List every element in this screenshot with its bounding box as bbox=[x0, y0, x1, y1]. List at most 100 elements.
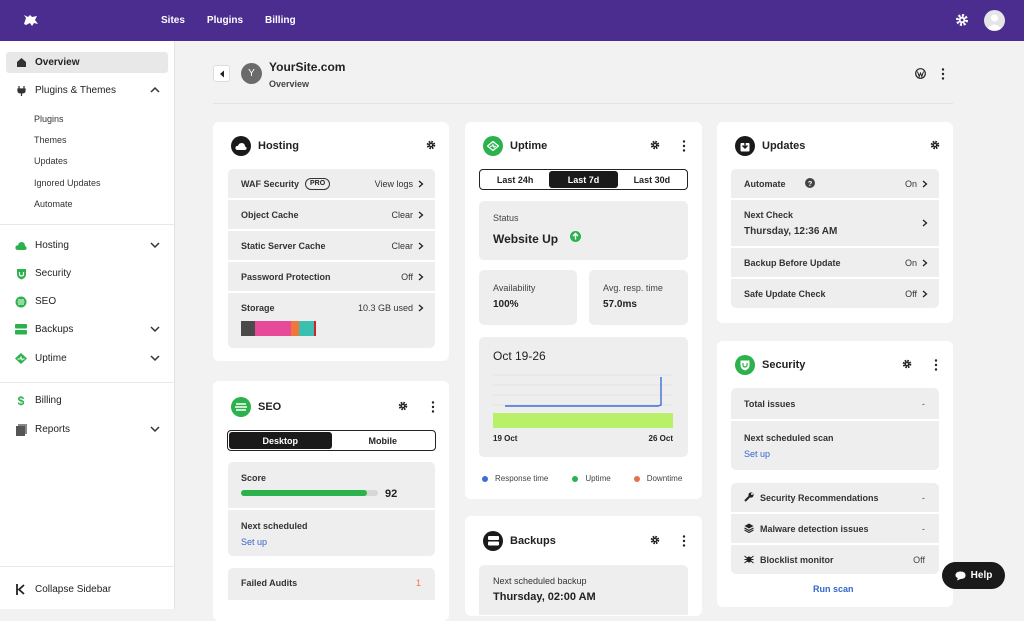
hosting-row-password[interactable]: Password Protection Off bbox=[228, 262, 435, 291]
help-question-icon[interactable]: ? bbox=[805, 178, 815, 188]
wrench-icon bbox=[744, 492, 754, 502]
page-title: YourSite.com bbox=[269, 60, 346, 74]
sidebar-item-label: Plugins & Themes bbox=[35, 85, 116, 96]
chevron-down-icon[interactable] bbox=[150, 240, 160, 250]
logo-icon[interactable] bbox=[22, 12, 40, 28]
more-options-icon[interactable] bbox=[682, 535, 686, 547]
row-label: Automate bbox=[744, 179, 786, 189]
malware-detection-row[interactable]: Malware detection issues - bbox=[731, 514, 939, 543]
sidebar-subitem-automate[interactable]: Automate bbox=[34, 199, 73, 209]
sidebar-item-billing[interactable]: $ Billing bbox=[6, 390, 168, 411]
sidebar-item-reports[interactable]: Reports bbox=[6, 419, 168, 440]
security-total-issues-row: Total issues - bbox=[731, 388, 939, 419]
chevron-right-icon bbox=[922, 219, 928, 227]
sidebar-item-uptime[interactable]: Uptime bbox=[6, 348, 168, 369]
more-options-icon[interactable] bbox=[682, 140, 686, 152]
gear-icon[interactable] bbox=[398, 401, 408, 411]
bug-icon bbox=[744, 555, 754, 564]
row-label: Score bbox=[241, 473, 267, 483]
layers-icon bbox=[744, 523, 754, 533]
help-button[interactable]: Help bbox=[942, 562, 1005, 589]
status-label: Status bbox=[493, 213, 519, 223]
row-label: WAF Security bbox=[241, 179, 300, 189]
updates-card: Updates Automate ? On Next Check Thursda… bbox=[717, 122, 953, 323]
hosting-card: Hosting WAF Security PRO View logs Objec… bbox=[213, 122, 449, 361]
storage-segment bbox=[299, 321, 314, 336]
updates-row-safe-update-check[interactable]: Safe Update Check Off bbox=[731, 279, 939, 308]
chevron-right-icon bbox=[418, 273, 424, 281]
sidebar-subitem-updates[interactable]: Updates bbox=[34, 156, 68, 166]
sidebar-subitem-ignored-updates[interactable]: Ignored Updates bbox=[34, 178, 101, 188]
updates-row-next-check[interactable]: Next Check Thursday, 12:36 AM bbox=[731, 200, 939, 246]
chevron-right-icon bbox=[418, 242, 424, 250]
gear-icon[interactable] bbox=[930, 140, 940, 150]
row-value[interactable]: Clear bbox=[391, 241, 413, 251]
gear-icon[interactable] bbox=[650, 535, 660, 545]
row-label: Password Protection bbox=[241, 272, 331, 282]
tab-mobile[interactable]: Mobile bbox=[368, 435, 398, 446]
tab-last-24h[interactable]: Last 24h bbox=[496, 174, 534, 185]
seo-failed-audits-row[interactable]: Failed Audits 1 bbox=[228, 568, 435, 600]
sidebar-item-label: Security bbox=[35, 268, 72, 279]
chart-title: Oct 19-26 bbox=[493, 349, 546, 363]
sidebar-item-backups[interactable]: Backups bbox=[6, 319, 168, 340]
sidebar-subitem-themes[interactable]: Themes bbox=[34, 135, 67, 145]
card-title: Backups bbox=[510, 535, 556, 547]
tab-last-7d[interactable]: Last 7d bbox=[549, 171, 618, 188]
row-value[interactable]: Off bbox=[401, 272, 413, 282]
legend-uptime: Uptime bbox=[585, 474, 611, 483]
back-button[interactable] bbox=[213, 65, 230, 82]
sidebar-item-overview[interactable]: Overview bbox=[6, 52, 168, 73]
row-value[interactable]: Clear bbox=[391, 210, 413, 220]
security-recommendations-row[interactable]: Security Recommendations - bbox=[731, 483, 939, 512]
run-scan-button[interactable]: Run scan bbox=[813, 584, 854, 594]
sidebar-item-seo[interactable]: SEO bbox=[6, 291, 168, 312]
wordpress-icon[interactable] bbox=[915, 68, 926, 79]
gear-icon[interactable] bbox=[650, 140, 660, 150]
sidebar-item-security[interactable]: Security bbox=[6, 263, 168, 284]
row-value[interactable]: View logs bbox=[374, 179, 413, 189]
gear-icon[interactable] bbox=[902, 359, 912, 369]
chevron-up-icon[interactable] bbox=[150, 85, 160, 95]
chevron-down-icon[interactable] bbox=[150, 353, 160, 363]
blocklist-monitor-row[interactable]: Blocklist monitor Off bbox=[731, 545, 939, 574]
hosting-row-waf[interactable]: WAF Security PRO View logs bbox=[228, 169, 435, 198]
hosting-row-object-cache[interactable]: Object Cache Clear bbox=[228, 200, 435, 229]
tab-desktop[interactable]: Desktop bbox=[229, 432, 332, 449]
nav-sites[interactable]: Sites bbox=[161, 15, 185, 26]
chart-legend: Response time Uptime Downtime bbox=[482, 474, 682, 483]
sidebar-item-hosting[interactable]: Hosting bbox=[6, 235, 168, 256]
setup-link[interactable]: Set up bbox=[744, 449, 771, 459]
sidebar-item-label: Uptime bbox=[35, 353, 67, 364]
more-options-icon[interactable] bbox=[934, 359, 938, 371]
hosting-row-storage[interactable]: Storage 10.3 GB used bbox=[228, 293, 435, 348]
cloud-icon bbox=[15, 240, 27, 252]
failed-audits-count: 1 bbox=[415, 578, 421, 588]
nav-billing[interactable]: Billing bbox=[265, 15, 296, 26]
user-avatar[interactable] bbox=[984, 10, 1005, 31]
security-card: Security Total issues - Next scheduled s… bbox=[717, 341, 953, 607]
chevron-down-icon[interactable] bbox=[150, 324, 160, 334]
more-options-icon[interactable] bbox=[431, 401, 435, 413]
hosting-row-static-cache[interactable]: Static Server Cache Clear bbox=[228, 231, 435, 260]
tab-last-30d[interactable]: Last 30d bbox=[633, 174, 671, 185]
collapse-sidebar-button[interactable]: Collapse Sidebar bbox=[6, 579, 168, 600]
nav-plugins[interactable]: Plugins bbox=[206, 15, 244, 26]
gear-icon[interactable] bbox=[426, 140, 436, 150]
sidebar-subitem-plugins[interactable]: Plugins bbox=[34, 114, 64, 124]
row-value: 10.3 GB used bbox=[357, 303, 413, 313]
reports-icon bbox=[15, 423, 27, 436]
updates-row-automate[interactable]: Automate ? On bbox=[731, 169, 939, 198]
sidebar-item-plugins-themes[interactable]: Plugins & Themes bbox=[6, 80, 168, 101]
row-label: Next scheduled bbox=[241, 521, 308, 531]
settings-gear-icon[interactable] bbox=[955, 13, 969, 27]
legend-dot bbox=[572, 475, 579, 482]
updates-row-backup-before-update[interactable]: Backup Before Update On bbox=[731, 248, 939, 277]
chevron-down-icon[interactable] bbox=[150, 424, 160, 434]
legend-downtime: Downtime bbox=[646, 474, 683, 483]
plug-icon bbox=[15, 85, 27, 97]
row-label: Safe Update Check bbox=[744, 289, 826, 299]
card-title: SEO bbox=[258, 401, 282, 413]
more-options-icon[interactable] bbox=[941, 68, 945, 80]
setup-link[interactable]: Set up bbox=[241, 537, 268, 547]
